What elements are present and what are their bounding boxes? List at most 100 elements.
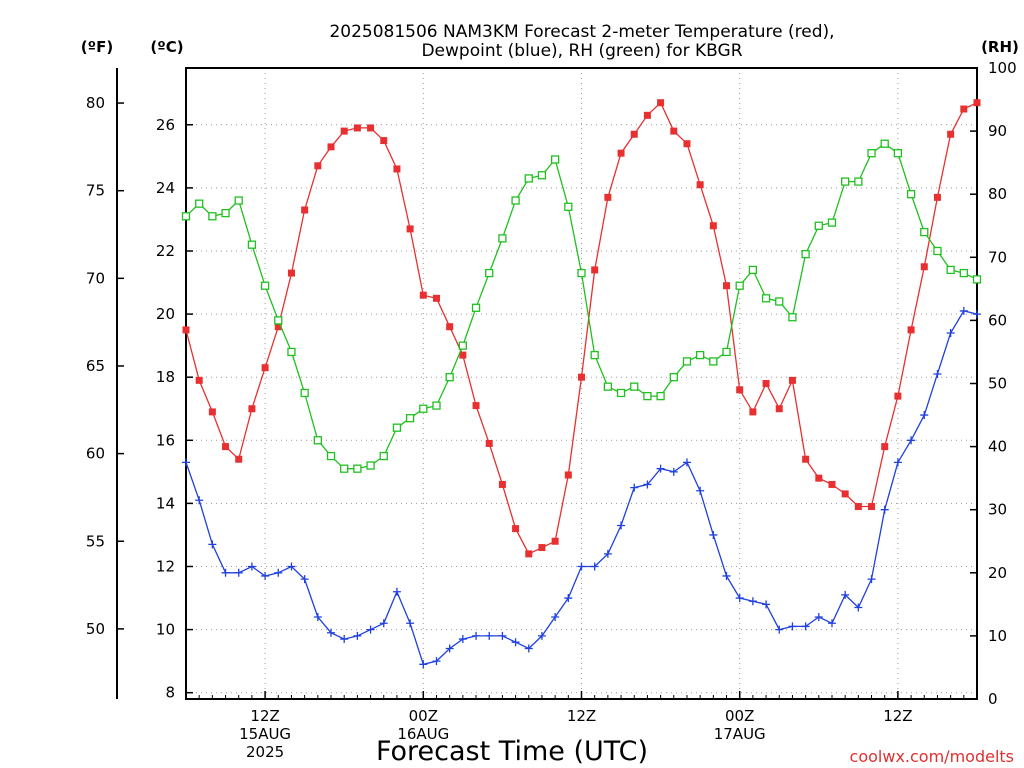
rh-tick-label: 10: [988, 627, 1007, 645]
dewpoint-point: [814, 612, 823, 621]
celsius-tick-label: 14: [156, 494, 175, 512]
dewpoint-point: [432, 657, 441, 666]
temperature-point: [446, 323, 454, 331]
temperature-point: [775, 405, 783, 413]
x-tick-label: 2025: [246, 743, 284, 761]
temperature-point: [208, 408, 216, 416]
rh-point: [195, 199, 204, 208]
rh-point: [933, 246, 942, 256]
rh-point: [893, 149, 903, 158]
rh-point: [326, 451, 336, 461]
celsius-tick-label: 18: [156, 368, 175, 386]
temperature-point: [617, 149, 625, 157]
dewpoint-point: [973, 310, 981, 319]
dewpoint-point: [748, 597, 757, 606]
dewpoint-point: [564, 594, 573, 603]
dewpoint-point: [340, 635, 349, 644]
rh-point: [906, 190, 916, 199]
temperature-point: [419, 291, 427, 299]
rh-tick-label: 70: [988, 248, 1007, 266]
rh-point: [722, 347, 731, 357]
data-series: [181, 99, 982, 669]
temperature-point: [578, 373, 585, 381]
rh-point: [827, 218, 837, 227]
rh-point: [366, 461, 375, 470]
rh-tick-label: 80: [988, 185, 1007, 203]
rh-point: [735, 281, 744, 290]
temperature-point: [881, 443, 889, 451]
rh-point: [577, 268, 586, 278]
rh-point: [208, 212, 217, 221]
rh-point: [498, 234, 507, 243]
x-tick-label: 12Z: [883, 707, 912, 725]
rh-point: [761, 294, 771, 303]
dewpoint-point: [933, 370, 942, 379]
rh-point: [748, 265, 758, 275]
rh-tick-label: 20: [988, 564, 1007, 582]
temperature-point: [696, 181, 704, 189]
dewpoint-point: [247, 562, 256, 571]
dewpoint-point: [485, 631, 494, 640]
x-tick-label: 17AUG: [714, 725, 766, 743]
rh-point: [234, 196, 243, 205]
dewpoint-point: [735, 594, 744, 603]
temperature-point: [261, 364, 269, 372]
rh-point: [221, 208, 230, 218]
dewpoint-point: [472, 631, 481, 640]
temperature-point: [498, 480, 506, 488]
temperature-point: [920, 263, 928, 271]
dewpoint-point: [827, 619, 836, 628]
celsius-tick-label: 22: [156, 242, 175, 260]
dewpoint-point: [603, 549, 612, 558]
rh-point: [353, 464, 362, 473]
temperature-point: [670, 127, 678, 135]
dewpoint-point: [696, 486, 705, 495]
rh-point: [972, 275, 982, 284]
dewpoint-point: [590, 562, 599, 571]
rh-point: [854, 177, 863, 186]
rh-point: [788, 313, 797, 322]
temperature-point: [485, 439, 493, 447]
rh-point: [471, 303, 481, 312]
temperature-point: [380, 137, 388, 145]
rh-point: [419, 404, 428, 413]
temperature-point: [367, 124, 375, 132]
dewpoint-point: [722, 571, 731, 580]
rh-point: [564, 202, 573, 211]
rh-point: [524, 174, 533, 183]
rh-point: [511, 196, 520, 205]
dewpoint-point: [300, 575, 309, 584]
dewpoint-point: [907, 436, 916, 445]
series-temperature: [182, 99, 981, 558]
dewpoint-point: [880, 505, 889, 514]
celsius-tick-label: 26: [156, 116, 175, 134]
temperature-point: [854, 503, 862, 511]
temperature-point: [274, 323, 282, 331]
x-axis-title: Forecast Time (UTC): [376, 736, 648, 767]
temperature-point: [947, 130, 955, 138]
dewpoint-point: [511, 638, 520, 647]
temperature-point: [248, 405, 256, 413]
temperature-point: [815, 474, 823, 482]
celsius-tick-label: 10: [156, 621, 175, 639]
dewpoint-point: [234, 568, 243, 577]
rh-point: [775, 297, 784, 306]
dewpoint-point: [775, 625, 784, 634]
rh-point: [814, 221, 823, 230]
temperature-point: [907, 326, 915, 334]
dewpoint-point: [498, 631, 507, 640]
rh-point: [260, 281, 270, 290]
fahrenheit-tick-label: 80: [86, 94, 105, 112]
rh-point: [537, 171, 547, 180]
fahrenheit-tick-label: 65: [86, 357, 105, 375]
temperature-point: [604, 193, 612, 201]
fahrenheit-tick-label: 60: [86, 445, 105, 463]
dewpoint-point: [182, 458, 190, 467]
temperature-point: [683, 140, 691, 148]
temperature-point: [973, 99, 981, 107]
temperature-point: [749, 408, 757, 416]
rh-point: [841, 177, 850, 186]
temperature-point: [314, 162, 322, 170]
dewpoint-point: [854, 603, 863, 612]
dewpoint-point: [524, 644, 533, 653]
